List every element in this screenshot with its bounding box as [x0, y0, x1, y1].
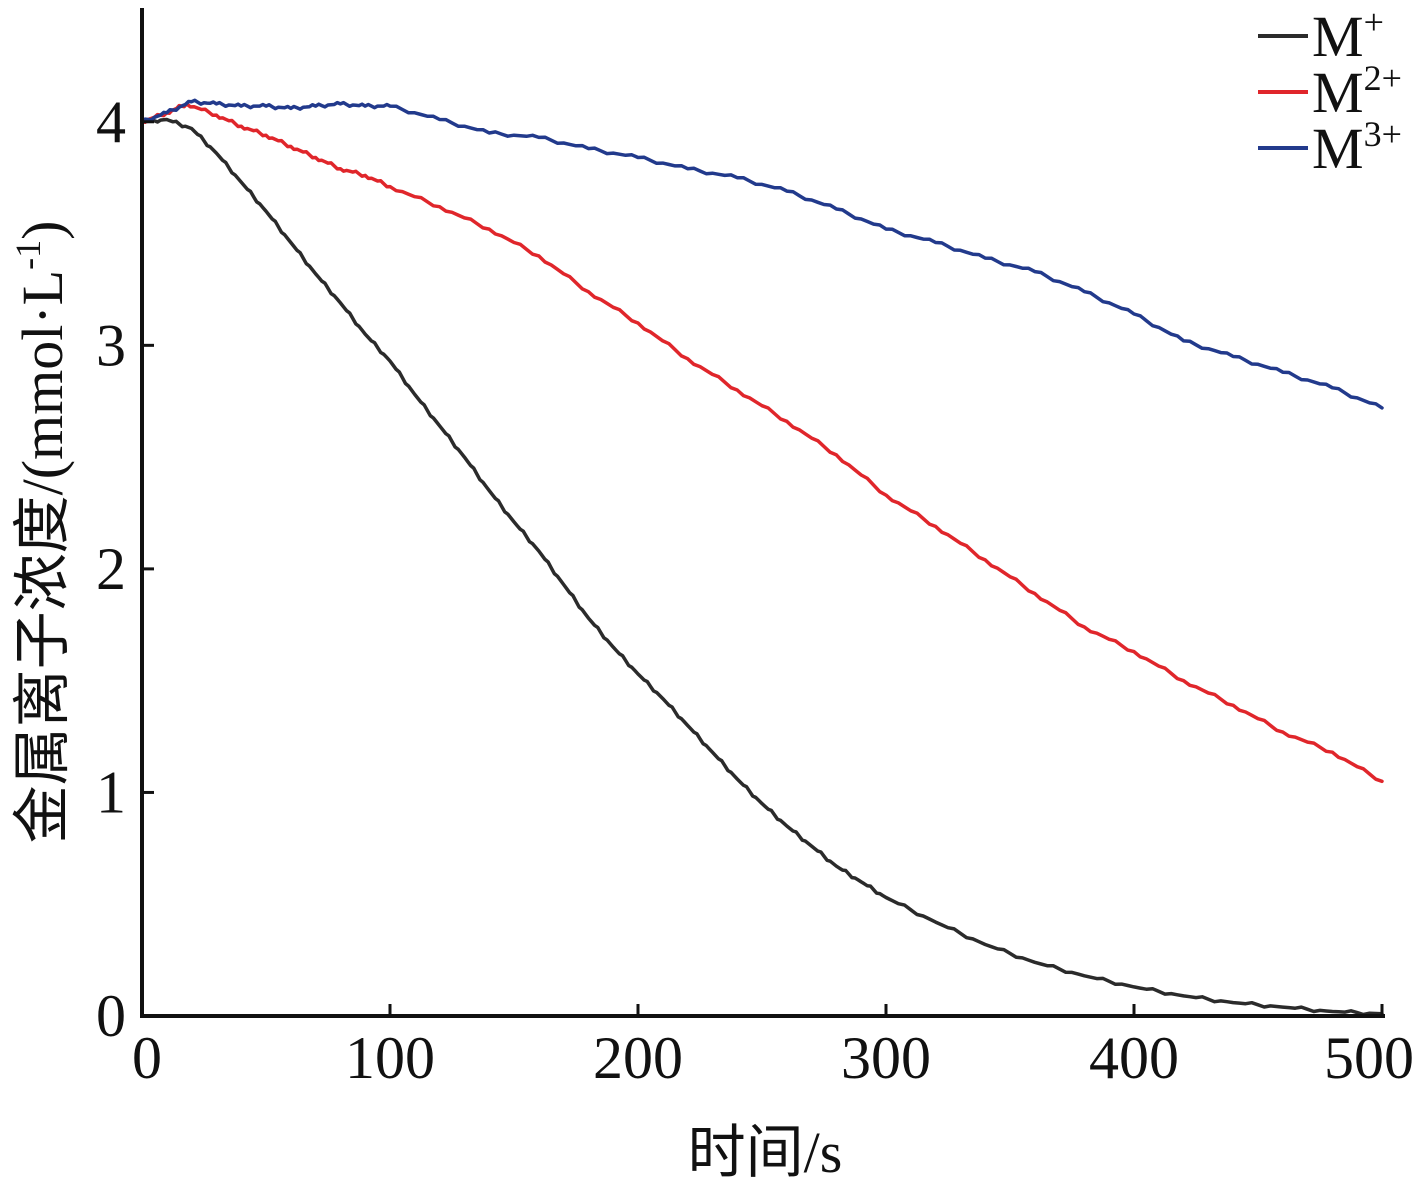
x-tick-label: 500	[1324, 1025, 1414, 1091]
y-tick-label: 4	[96, 89, 126, 155]
ticks: 0 100 200 300 400 500 0 1 2 3 4	[96, 89, 1414, 1091]
x-tick-label: 100	[345, 1025, 435, 1091]
x-tick-label: 400	[1089, 1025, 1179, 1091]
x-tick-label: 300	[841, 1025, 931, 1091]
series-line-2	[140, 102, 1384, 784]
x-tick-label: 200	[593, 1025, 683, 1091]
y-tick-label: 2	[96, 536, 126, 602]
series-group	[140, 98, 1384, 1017]
legend-label-1: M+	[1312, 2, 1384, 69]
y-axis-title-close: )	[10, 221, 75, 240]
y-tick-label: 3	[96, 312, 126, 378]
legend-label-3: M3+	[1312, 114, 1402, 181]
y-tick-label: 1	[96, 759, 126, 825]
axes	[140, 8, 1385, 1018]
legend: M+M2+M3+	[1258, 2, 1402, 181]
x-axis-title: 时间/s	[688, 1120, 843, 1181]
x-tick-label: 0	[132, 1025, 162, 1091]
series-line-1	[140, 117, 1384, 1017]
y-axis-title: 金属离子浓度/(mmol·L-1)	[8, 221, 75, 844]
series-line-3	[140, 98, 1384, 410]
y-axis-title-sup: -1	[8, 240, 48, 270]
y-tick-label: 0	[96, 983, 126, 1049]
legend-label-2: M2+	[1312, 58, 1402, 125]
y-axis-title-main: 金属离子浓度/(mmol·L	[10, 270, 75, 844]
